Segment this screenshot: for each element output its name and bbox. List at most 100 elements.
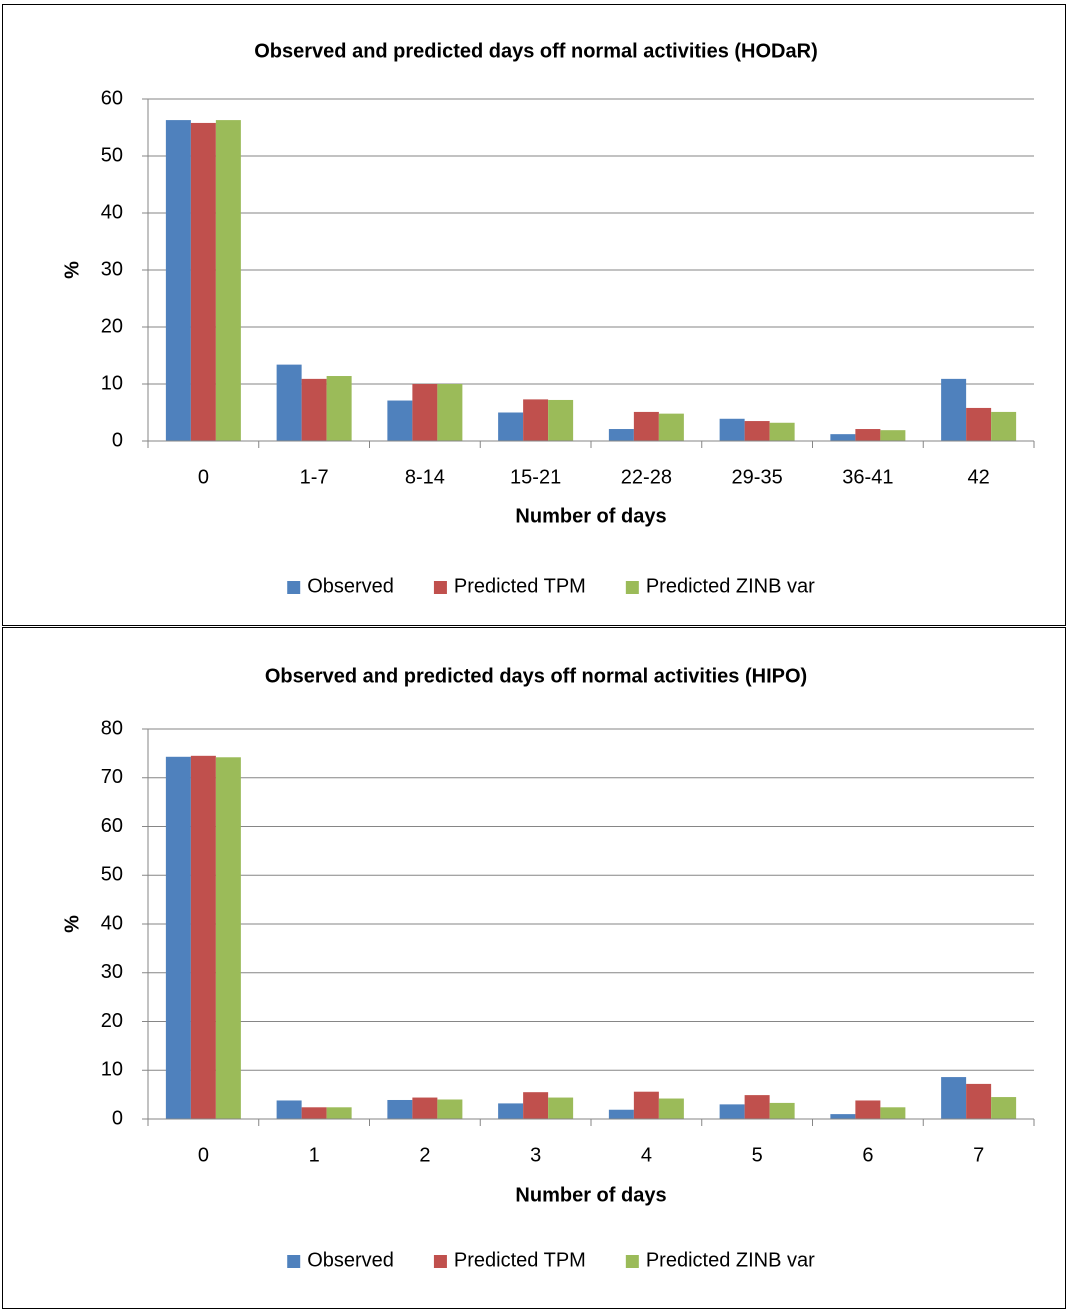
bar bbox=[548, 1097, 574, 1119]
bar bbox=[387, 400, 413, 441]
bar bbox=[966, 1083, 992, 1119]
bar bbox=[215, 120, 241, 441]
chart-title: Observed and predicted days off normal a… bbox=[265, 665, 807, 687]
legend-swatch bbox=[433, 581, 447, 594]
bar bbox=[991, 411, 1017, 441]
legend-swatch bbox=[625, 1255, 639, 1268]
x-tick-label: 4 bbox=[641, 1144, 652, 1166]
bar bbox=[744, 1095, 770, 1119]
chart: Observed and predicted days off normal a… bbox=[61, 665, 1035, 1271]
chart-frame: Observed and predicted days off normal a… bbox=[2, 4, 1066, 626]
y-tick-label: 80 bbox=[101, 717, 123, 739]
bar bbox=[326, 376, 352, 441]
bar bbox=[608, 429, 634, 441]
y-tick-label: 60 bbox=[101, 87, 123, 109]
x-tick-label: 1 bbox=[309, 1144, 320, 1166]
bar bbox=[498, 412, 524, 441]
bar bbox=[830, 434, 856, 441]
bar bbox=[633, 411, 659, 441]
bar bbox=[523, 399, 549, 441]
x-tick-label: 1-7 bbox=[300, 466, 329, 488]
y-tick-label: 40 bbox=[101, 912, 123, 934]
bar bbox=[855, 1100, 881, 1119]
bar bbox=[719, 1104, 745, 1119]
y-tick-label: 20 bbox=[101, 1010, 123, 1032]
bar bbox=[437, 1099, 463, 1119]
bar bbox=[719, 418, 745, 441]
bar bbox=[387, 1099, 413, 1119]
y-tick-label: 0 bbox=[112, 1107, 123, 1129]
x-tick-label: 36-41 bbox=[842, 466, 893, 488]
legend-label: Predicted ZINB var bbox=[646, 575, 815, 597]
bar bbox=[769, 422, 795, 441]
bar bbox=[941, 378, 967, 441]
bar bbox=[991, 1097, 1017, 1119]
y-tick-label: 20 bbox=[101, 315, 123, 337]
y-tick-label: 50 bbox=[101, 864, 123, 886]
x-tick-label: 5 bbox=[752, 1144, 763, 1166]
legend-swatch bbox=[287, 581, 301, 594]
bar bbox=[523, 1092, 549, 1119]
bar bbox=[769, 1102, 795, 1119]
bar bbox=[412, 384, 438, 441]
bar bbox=[880, 1107, 906, 1119]
bar bbox=[498, 1103, 524, 1119]
bar bbox=[326, 1107, 352, 1119]
legend-swatch bbox=[433, 1255, 447, 1268]
bar bbox=[966, 407, 992, 441]
bar bbox=[165, 120, 191, 441]
y-tick-label: 70 bbox=[101, 766, 123, 788]
y-tick-label: 30 bbox=[101, 961, 123, 983]
bar bbox=[548, 399, 574, 441]
x-tick-label: 8-14 bbox=[405, 466, 445, 488]
bar bbox=[215, 757, 241, 1119]
bar bbox=[830, 1114, 856, 1119]
legend-swatch bbox=[287, 1255, 301, 1268]
legend-label: Predicted TPM bbox=[454, 575, 586, 597]
bar bbox=[190, 755, 216, 1119]
y-tick-label: 0 bbox=[112, 429, 123, 451]
y-axis-label: % bbox=[61, 261, 83, 279]
bar bbox=[744, 421, 770, 441]
y-tick-label: 50 bbox=[101, 144, 123, 166]
x-axis-label: Number of days bbox=[515, 505, 666, 527]
y-tick-label: 10 bbox=[101, 372, 123, 394]
x-tick-label: 29-35 bbox=[732, 466, 783, 488]
x-tick-label: 7 bbox=[973, 1144, 984, 1166]
x-tick-label: 3 bbox=[530, 1144, 541, 1166]
bar bbox=[633, 1091, 659, 1119]
x-axis-label: Number of days bbox=[515, 1184, 666, 1206]
bar bbox=[412, 1097, 438, 1119]
x-tick-label: 15-21 bbox=[510, 466, 561, 488]
y-tick-label: 30 bbox=[101, 258, 123, 280]
y-tick-label: 40 bbox=[101, 201, 123, 223]
y-tick-label: 60 bbox=[101, 815, 123, 837]
bar bbox=[658, 413, 684, 441]
legend-swatch bbox=[625, 581, 639, 594]
legend-label: Observed bbox=[307, 1249, 394, 1271]
legend-label: Predicted TPM bbox=[454, 1249, 586, 1271]
x-tick-label: 0 bbox=[198, 466, 209, 488]
bar bbox=[658, 1098, 684, 1119]
bar bbox=[880, 430, 906, 441]
legend-label: Predicted ZINB var bbox=[646, 1249, 815, 1271]
bar bbox=[437, 384, 463, 441]
x-tick-label: 2 bbox=[419, 1144, 430, 1166]
bar bbox=[190, 122, 216, 441]
bar bbox=[165, 756, 191, 1119]
x-tick-label: 22-28 bbox=[621, 466, 672, 488]
bar bbox=[276, 1100, 302, 1119]
bar bbox=[301, 1107, 327, 1119]
bar bbox=[276, 364, 302, 441]
chart-title: Observed and predicted days off normal a… bbox=[254, 40, 817, 62]
y-axis-label: % bbox=[61, 915, 83, 933]
x-tick-label: 6 bbox=[862, 1144, 873, 1166]
x-tick-label: 42 bbox=[968, 466, 990, 488]
bar bbox=[941, 1077, 967, 1119]
chart-frame: Observed and predicted days off normal a… bbox=[2, 627, 1066, 1309]
bar bbox=[855, 429, 881, 441]
x-tick-label: 0 bbox=[198, 1144, 209, 1166]
bar bbox=[301, 378, 327, 441]
legend-label: Observed bbox=[307, 575, 394, 597]
